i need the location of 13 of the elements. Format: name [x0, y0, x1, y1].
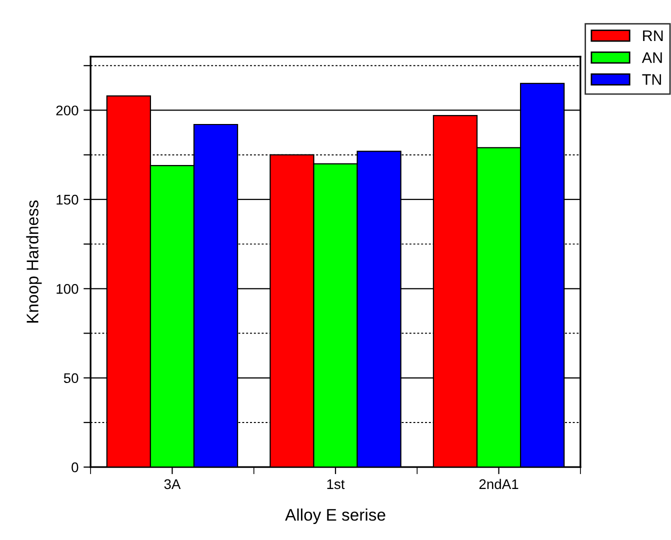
x-axis-title: Alloy E serise — [285, 508, 386, 524]
y-axis-title: Knoop Hardness — [26, 200, 42, 323]
y-tick-label: 200 — [56, 106, 78, 116]
legend-label: RN — [643, 30, 663, 42]
y-tick-label: 50 — [64, 373, 78, 384]
legend-label: TN — [642, 74, 661, 85]
x-tick-label: 1st — [327, 479, 345, 490]
x-tick-label: 3A — [164, 479, 181, 490]
y-tick-label: 100 — [56, 284, 78, 294]
x-tick-label: 2ndA1 — [479, 478, 518, 490]
y-tick-label: 150 — [56, 194, 78, 205]
y-tick-label: 0 — [72, 462, 78, 472]
legend-label: AN — [642, 52, 662, 63]
